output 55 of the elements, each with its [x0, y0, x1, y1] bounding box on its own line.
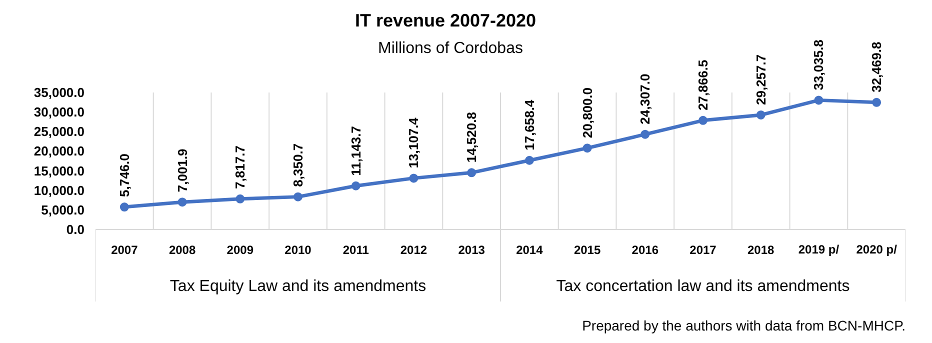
text: 13,107.4 — [406, 118, 422, 168]
y-tick-label: 10,000.0 — [34, 182, 85, 198]
y-tick-label: 20,000.0 — [34, 144, 85, 159]
text: Tax concertation law and its amendments — [556, 278, 850, 295]
x-tick-label: 2015 — [574, 243, 601, 257]
x-tick-label: 2017 — [690, 243, 717, 257]
text: 29,257.7 — [753, 54, 768, 105]
text: 33,035.8 — [811, 40, 826, 90]
point — [524, 156, 534, 165]
text: Tax Equity Law and its amendments — [170, 278, 426, 295]
x-tick-label: 2014 — [516, 243, 544, 257]
x-tick-label: 2013 — [458, 243, 486, 257]
y-tick-label: 5,000.0 — [41, 202, 84, 218]
text: 32,469.8 — [869, 42, 884, 92]
y-tick-label: 0.0 — [66, 222, 85, 237]
x-tick-label: 2019 p/ — [798, 242, 840, 256]
point — [640, 130, 650, 139]
point — [814, 96, 824, 105]
text: 20,800.0 — [580, 87, 595, 138]
text: 11,143.7 — [348, 126, 364, 176]
y-tick-label: 35,000.0 — [34, 85, 85, 100]
chart-title: IT revenue 2007-2020 — [354, 10, 536, 30]
x-tick-label: 2007 — [111, 243, 138, 257]
y-tick-label: 25,000.0 — [34, 124, 85, 140]
y-tick-label: 15,000.0 — [34, 163, 85, 178]
point — [120, 202, 129, 212]
x-tick-label: 2018 — [748, 243, 775, 257]
point — [582, 144, 592, 153]
point — [351, 181, 360, 190]
point — [467, 168, 476, 178]
x-tick-label: 2010 — [284, 243, 312, 257]
x-tick-label: 2009 — [226, 243, 254, 257]
x-tick-label: 2008 — [168, 243, 196, 257]
x-tick-label: 2012 — [400, 243, 428, 257]
text: 17,658.4 — [522, 100, 537, 150]
point — [698, 116, 708, 125]
text: 27,866.5 — [696, 60, 710, 110]
text: 5,746.0 — [116, 154, 132, 198]
point — [872, 98, 882, 107]
y-tick-label: 30,000.0 — [34, 104, 85, 120]
point — [178, 198, 187, 207]
text: Prepared by the authors with data from BCN-MHCP. — [582, 318, 906, 334]
text: 7,817.7 — [232, 146, 248, 189]
x-tick-label: 2011 — [342, 243, 370, 257]
point — [294, 192, 302, 202]
chart-subtitle: Millions of Cordobas — [378, 40, 523, 57]
x-tick-label: 2016 — [632, 243, 659, 257]
point — [756, 110, 766, 120]
text: 24,307.0 — [638, 74, 653, 124]
point — [409, 174, 418, 183]
x-tick-label: 2020 p/ — [856, 242, 898, 256]
point — [236, 194, 245, 204]
text: 8,350.7 — [290, 143, 306, 187]
text: 14,520.8 — [464, 112, 480, 163]
text: 7,001.9 — [174, 148, 190, 192]
